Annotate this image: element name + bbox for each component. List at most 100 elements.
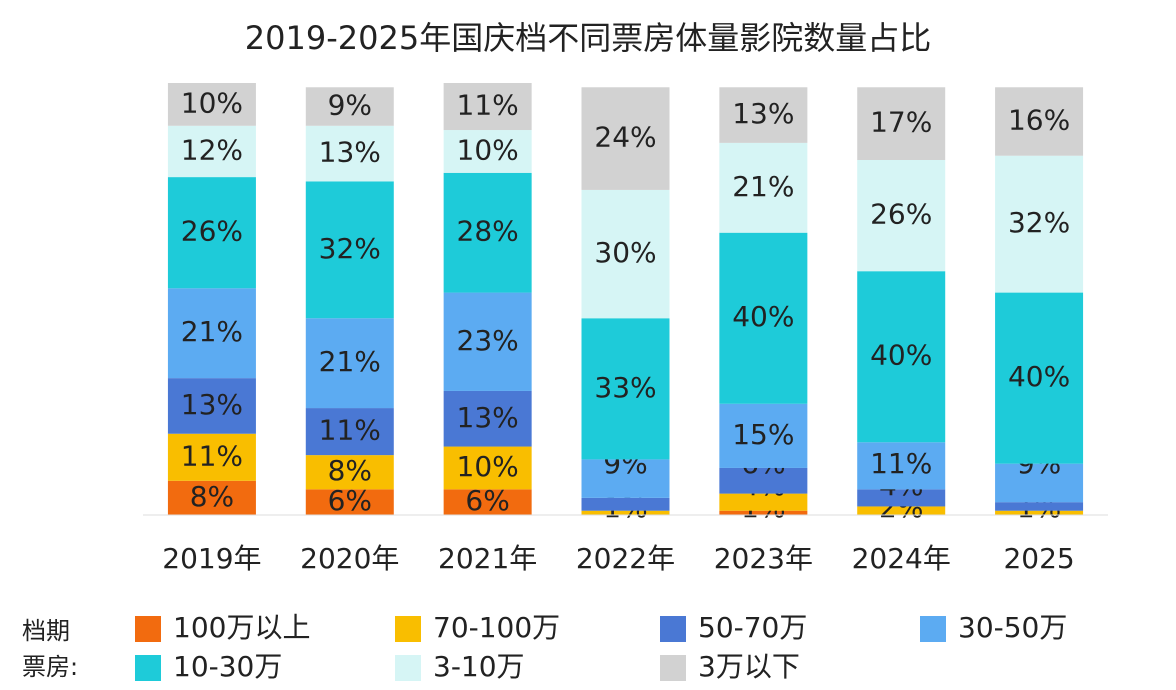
legend-swatch	[920, 616, 946, 642]
bar-segment	[995, 87, 1084, 156]
bar-segment	[581, 510, 670, 515]
value-label: 33%	[594, 371, 656, 404]
value-label: 8%	[328, 454, 372, 487]
legend-title: 票房:	[22, 653, 78, 681]
bar-segment	[719, 467, 808, 494]
bar-segment	[305, 181, 394, 319]
bar-segment	[995, 463, 1084, 503]
bar-segment	[305, 318, 394, 409]
bar-segment	[581, 318, 670, 460]
x-tick-label: 2021年	[438, 542, 537, 575]
bar-segment	[167, 83, 256, 126]
x-tick-label: 2024年	[852, 542, 951, 575]
value-label: 11%	[181, 439, 243, 472]
bar-segment	[995, 155, 1084, 293]
bar-segment	[305, 489, 394, 515]
legend-swatch	[135, 655, 161, 681]
value-label: 11%	[319, 414, 381, 447]
value-label: 30%	[594, 236, 656, 269]
legend-swatch	[660, 616, 686, 642]
value-label: 40%	[1008, 360, 1070, 393]
value-label: 21%	[319, 345, 381, 378]
bar-segment	[305, 125, 394, 182]
chart-title: 2019-2025年国庆档不同票房体量影院数量占比	[245, 19, 931, 57]
bar-segment	[857, 87, 946, 160]
bar-segment	[719, 510, 808, 515]
bar-segment	[719, 493, 808, 511]
value-label: 26%	[870, 198, 932, 231]
x-tick-label: 2020年	[300, 542, 399, 575]
x-tick-label: 2019年	[162, 542, 261, 575]
legend-swatch	[135, 616, 161, 642]
value-label: 28%	[457, 215, 519, 248]
legend-label: 50-70万	[698, 611, 807, 644]
bar-segment	[305, 455, 394, 490]
bar-segment	[443, 390, 532, 447]
value-label: 13%	[457, 401, 519, 434]
bar-segment	[305, 408, 394, 456]
x-tick-label: 2022年	[576, 542, 675, 575]
value-label: 23%	[457, 324, 519, 357]
bar-segment	[581, 87, 670, 190]
legend-label: 3-10万	[433, 650, 525, 683]
bar-segment	[443, 172, 532, 293]
legend-label: 30-50万	[958, 611, 1067, 644]
value-label: 26%	[181, 215, 243, 248]
bar-segment	[581, 497, 670, 511]
bar-segment	[857, 159, 946, 272]
bar-segment	[443, 489, 532, 515]
legend-label: 10-30万	[173, 650, 282, 683]
legend-swatch	[395, 616, 421, 642]
value-label: 17%	[870, 106, 932, 139]
bar-segment	[995, 502, 1084, 511]
value-label: 11%	[870, 447, 932, 480]
value-label: 32%	[1008, 206, 1070, 239]
value-label: 11%	[457, 89, 519, 122]
bar-segment	[167, 433, 256, 481]
bar-segment	[581, 189, 670, 319]
bar-segment	[167, 288, 256, 379]
bar-segment	[857, 271, 946, 443]
legend-label: 100万以上	[173, 611, 310, 644]
legend-label: 70-100万	[433, 611, 560, 644]
value-label: 10%	[457, 133, 519, 166]
bar-segment	[719, 232, 808, 404]
bar-segment	[719, 142, 808, 233]
value-label: 16%	[1008, 103, 1070, 136]
bar-segment	[167, 378, 256, 434]
bar-segment	[857, 489, 946, 507]
bar-segment	[167, 480, 256, 515]
value-label: 15%	[732, 418, 794, 451]
bar-segment	[167, 177, 256, 289]
value-label: 21%	[732, 170, 794, 203]
bar-segment	[719, 87, 808, 143]
x-tick-label: 2025	[1003, 542, 1074, 575]
bar-segment	[443, 130, 532, 173]
value-label: 40%	[870, 339, 932, 372]
value-label: 13%	[319, 136, 381, 169]
bar-segment	[995, 292, 1084, 464]
value-label: 21%	[181, 315, 243, 348]
value-label: 9%	[328, 89, 372, 122]
bar-segment	[857, 506, 946, 515]
value-label: 6%	[328, 484, 372, 517]
bar-segment	[581, 459, 670, 498]
bar-segment	[857, 442, 946, 490]
bar-segment	[167, 125, 256, 178]
value-label: 13%	[181, 388, 243, 421]
bar-segment	[443, 446, 532, 490]
value-label: 24%	[594, 121, 656, 154]
bar-segment	[305, 87, 394, 126]
legend-title: 档期	[22, 617, 70, 645]
value-label: 8%	[190, 480, 234, 513]
value-label: 10%	[457, 450, 519, 483]
value-label: 6%	[465, 484, 509, 517]
value-label: 40%	[732, 300, 794, 333]
value-label: 32%	[319, 232, 381, 265]
bar-segment	[995, 510, 1084, 515]
bar-segment	[719, 403, 808, 468]
value-label: 13%	[732, 97, 794, 130]
value-label: 12%	[181, 133, 243, 166]
x-tick-label: 2023年	[714, 542, 813, 575]
